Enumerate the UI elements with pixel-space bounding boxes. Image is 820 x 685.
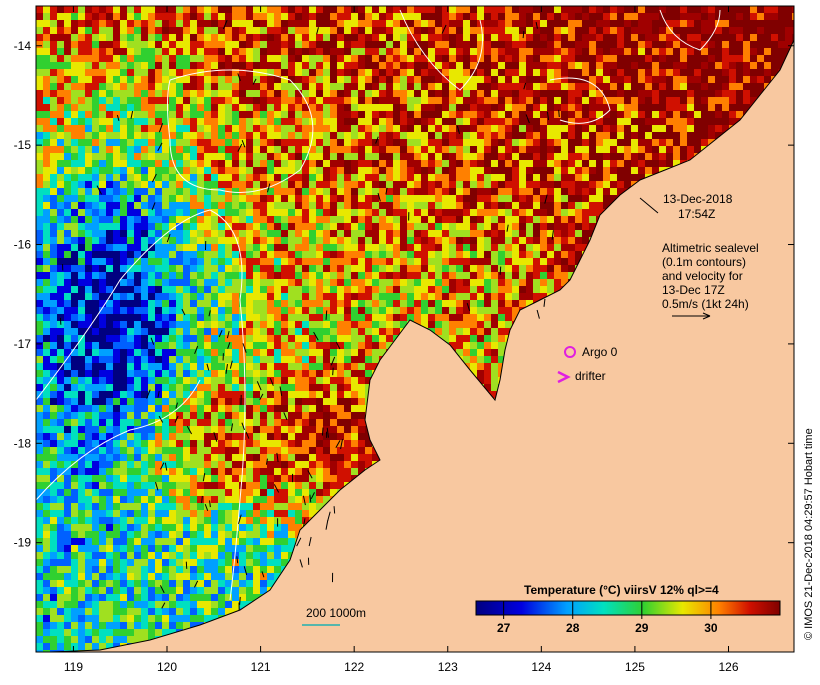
lon-tick-label: 124 <box>531 660 551 674</box>
lon-tick-label: 119 <box>64 660 83 674</box>
colorbar-tick-label: 29 <box>635 621 649 635</box>
time-label: 17:54Z <box>678 207 715 221</box>
lat-tick-label: -16 <box>14 238 32 252</box>
velocity-arrow <box>559 110 560 117</box>
lat-tick-label: -14 <box>14 39 32 53</box>
velocity-arrow <box>500 267 501 275</box>
velocity-arrow <box>202 496 203 503</box>
altimetry-line-1: Altimetric sealevel <box>662 241 759 255</box>
colorbar-tick-label: 30 <box>704 621 718 635</box>
colorbar <box>476 601 780 615</box>
lon-tick-label: 122 <box>344 660 364 674</box>
velocity-arrow <box>334 506 335 513</box>
colorbar-tick-label: 27 <box>497 621 511 635</box>
colorbar-title: Temperature (°C) viirsV 12% ql>=4 <box>524 583 719 597</box>
lat-tick-label: -18 <box>14 436 32 450</box>
lon-tick-label: 126 <box>718 660 738 674</box>
altimetry-line-2: (0.1m contours) <box>662 255 746 269</box>
date-label: 13-Dec-2018 <box>663 192 733 206</box>
lon-tick-label: 120 <box>157 660 177 674</box>
velocity-arrow <box>240 597 241 605</box>
colorbar-tick-label: 28 <box>566 621 580 635</box>
lat-tick-label: -17 <box>14 337 32 351</box>
velocity-arrow <box>523 31 524 38</box>
depth-contour-label: 200 1000m <box>306 606 366 620</box>
argo-label: Argo 0 <box>582 345 618 359</box>
lon-tick-label: 123 <box>438 660 458 674</box>
drifter-label: drifter <box>575 369 606 383</box>
lon-tick-label: 121 <box>251 660 271 674</box>
velocity-arrow <box>326 310 327 319</box>
altimetry-line-5: 0.5m/s (1kt 24h) <box>662 297 749 311</box>
velocity-arrow <box>322 428 323 436</box>
lon-tick-label: 125 <box>625 660 645 674</box>
velocity-arrow <box>333 368 334 376</box>
lat-tick-label: -19 <box>14 536 32 550</box>
lat-tick-label: -15 <box>14 138 32 152</box>
altimetry-line-4: 13-Dec 17Z <box>662 283 725 297</box>
credit-label: © IMOS 21-Dec-2018 04:29:57 Hobart time <box>803 428 815 640</box>
altimetry-line-3: and velocity for <box>662 269 743 283</box>
